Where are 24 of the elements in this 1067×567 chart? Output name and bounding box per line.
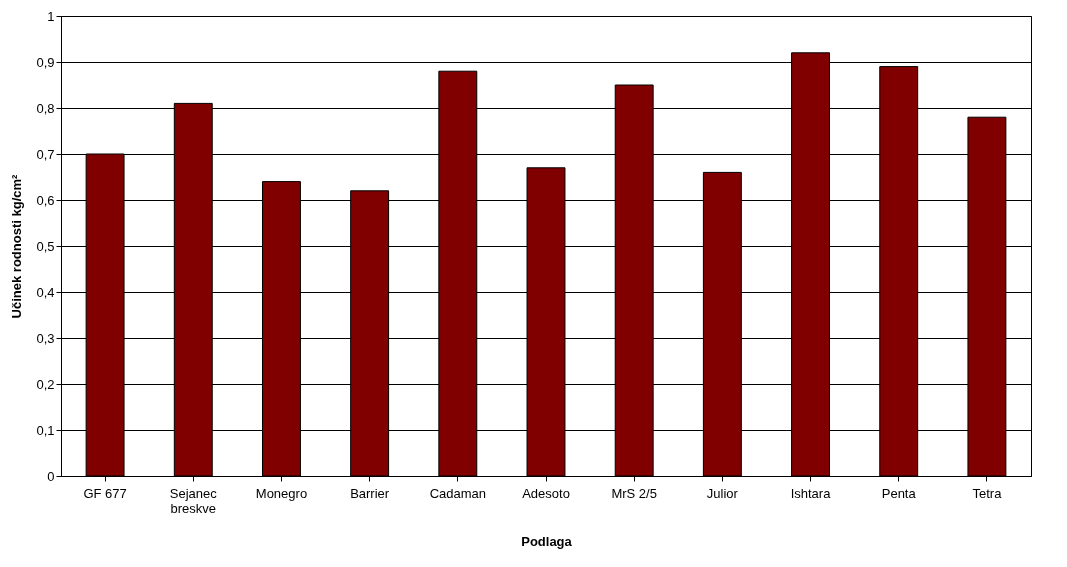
x-tick-label: Sejanec breskve (169, 485, 218, 516)
y-tick-label: 0,3 (36, 330, 55, 346)
x-tick-label: Ishtara (790, 485, 832, 501)
y-tick-label: 0,4 (36, 284, 55, 300)
y-tick-label: 0,7 (36, 146, 55, 162)
y-tick-label: 0 (47, 468, 55, 484)
x-tick-label: MrS 2/5 (611, 485, 657, 501)
y-axis-title: Učinek rodnosti kg/cm² (9, 173, 25, 319)
y-tick-label: 0,5 (36, 238, 55, 254)
x-tick-label: Monegro (255, 485, 308, 501)
x-tick-label: Penta (881, 485, 917, 501)
x-axis-title: Podlaga (521, 533, 573, 549)
y-tick-label: 0,2 (36, 376, 55, 392)
y-tick-label: 0,6 (36, 192, 55, 208)
y-tick-label: 0,9 (36, 54, 55, 70)
y-tick-label: 0,1 (36, 422, 55, 438)
x-tick-label: Tetra (972, 485, 1003, 501)
x-tick-label: Julior (706, 485, 739, 501)
y-tick-label: 0,8 (36, 100, 55, 116)
x-tick-label: GF 677 (83, 485, 127, 501)
x-tick-label: Adesoto (522, 485, 570, 501)
x-tick-label: Barrier (350, 485, 390, 501)
x-tick-label: Cadaman (429, 485, 487, 501)
y-tick-label: 1 (47, 8, 55, 24)
